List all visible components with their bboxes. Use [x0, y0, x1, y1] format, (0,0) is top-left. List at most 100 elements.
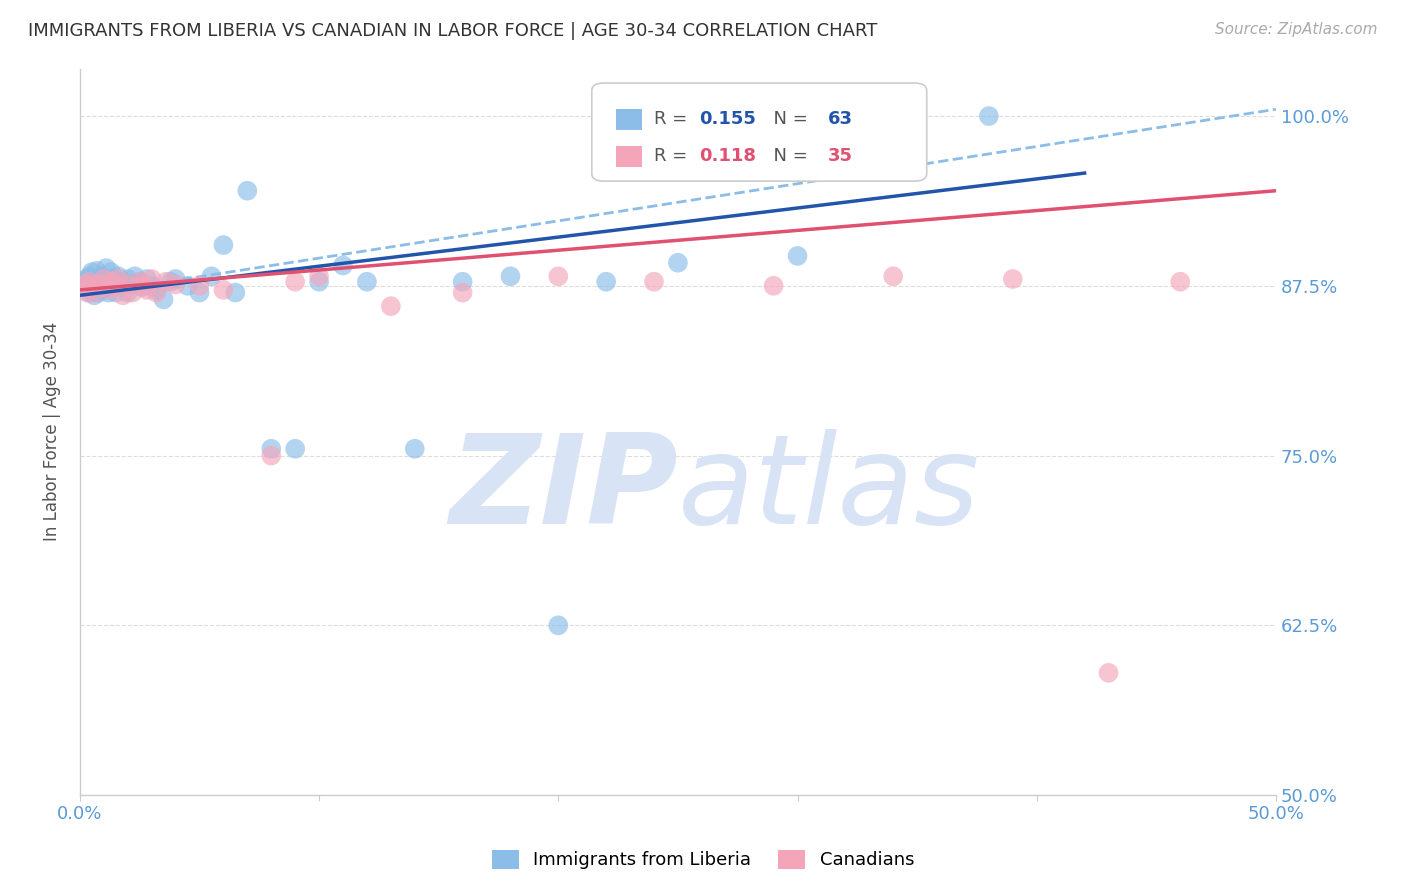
Text: Source: ZipAtlas.com: Source: ZipAtlas.com — [1215, 22, 1378, 37]
Point — [87, 277, 110, 292]
Point — [96, 281, 118, 295]
Point — [882, 269, 904, 284]
Point — [73, 280, 96, 294]
Point — [165, 277, 187, 292]
Point — [80, 283, 103, 297]
Point — [80, 278, 103, 293]
Point — [145, 285, 167, 300]
Point — [547, 618, 569, 632]
Point — [260, 442, 283, 456]
Point — [121, 285, 143, 300]
Point — [80, 265, 103, 279]
Point — [159, 275, 181, 289]
Point — [86, 277, 108, 292]
Point — [76, 285, 98, 300]
FancyBboxPatch shape — [616, 110, 643, 130]
Legend: Immigrants from Liberia, Canadians: Immigrants from Liberia, Canadians — [482, 841, 924, 879]
Point — [155, 275, 177, 289]
Point — [165, 272, 187, 286]
FancyBboxPatch shape — [616, 145, 643, 167]
Point — [96, 261, 118, 276]
Text: 35: 35 — [827, 146, 852, 165]
Point — [76, 272, 98, 286]
Point — [83, 288, 105, 302]
Point — [308, 269, 330, 284]
Point — [121, 277, 143, 292]
Point — [104, 285, 127, 300]
Point — [97, 275, 120, 289]
Point — [451, 275, 474, 289]
Point — [451, 285, 474, 300]
Point — [356, 275, 378, 289]
Point — [111, 288, 134, 302]
Point — [86, 264, 108, 278]
Point — [117, 277, 139, 292]
Point — [97, 283, 120, 297]
Point — [260, 449, 283, 463]
Point — [786, 249, 808, 263]
Text: 0.118: 0.118 — [699, 146, 756, 165]
Point — [135, 283, 157, 297]
Point — [595, 275, 617, 289]
Point — [73, 277, 96, 292]
Point — [141, 272, 163, 286]
Point — [100, 277, 122, 292]
Point — [762, 278, 785, 293]
Point — [212, 283, 235, 297]
Point — [236, 184, 259, 198]
Point — [107, 272, 129, 286]
Point — [135, 272, 157, 286]
FancyBboxPatch shape — [592, 83, 927, 181]
Point — [79, 285, 101, 300]
Point — [100, 275, 122, 289]
Point — [643, 275, 665, 289]
Text: 63: 63 — [827, 111, 852, 128]
Point — [1001, 272, 1024, 286]
Text: ZIP: ZIP — [449, 429, 678, 550]
Point — [93, 272, 115, 286]
Point — [188, 278, 211, 293]
Point — [141, 278, 163, 293]
Point — [117, 272, 139, 286]
Point — [100, 265, 122, 279]
Point — [124, 269, 146, 284]
Point — [188, 285, 211, 300]
Point — [110, 277, 132, 292]
Point — [83, 272, 105, 286]
Text: IMMIGRANTS FROM LIBERIA VS CANADIAN IN LABOR FORCE | AGE 30-34 CORRELATION CHART: IMMIGRANTS FROM LIBERIA VS CANADIAN IN L… — [28, 22, 877, 40]
Point — [547, 269, 569, 284]
Point — [111, 275, 134, 289]
Point — [131, 278, 153, 293]
Point — [93, 272, 115, 286]
Y-axis label: In Labor Force | Age 30-34: In Labor Force | Age 30-34 — [44, 322, 60, 541]
Point — [73, 275, 96, 289]
Point — [212, 238, 235, 252]
Point — [131, 280, 153, 294]
Point — [145, 283, 167, 297]
Point — [284, 275, 307, 289]
Point — [332, 259, 354, 273]
Point — [97, 285, 120, 300]
Point — [128, 275, 150, 289]
Point — [90, 283, 112, 297]
Text: R =: R = — [654, 111, 693, 128]
Text: 0.155: 0.155 — [699, 111, 756, 128]
Point — [103, 272, 125, 286]
Point — [117, 285, 139, 300]
Point — [128, 275, 150, 289]
Point — [93, 278, 115, 293]
Point — [104, 275, 127, 289]
Point — [107, 269, 129, 284]
Text: N =: N = — [762, 146, 813, 165]
Point — [176, 278, 198, 293]
Point — [308, 275, 330, 289]
Text: N =: N = — [762, 111, 813, 128]
Point — [224, 285, 246, 300]
Point — [76, 277, 98, 292]
Point — [380, 299, 402, 313]
Point — [114, 278, 136, 293]
Point — [152, 293, 174, 307]
Point — [200, 269, 222, 284]
Point — [284, 442, 307, 456]
Point — [104, 278, 127, 293]
